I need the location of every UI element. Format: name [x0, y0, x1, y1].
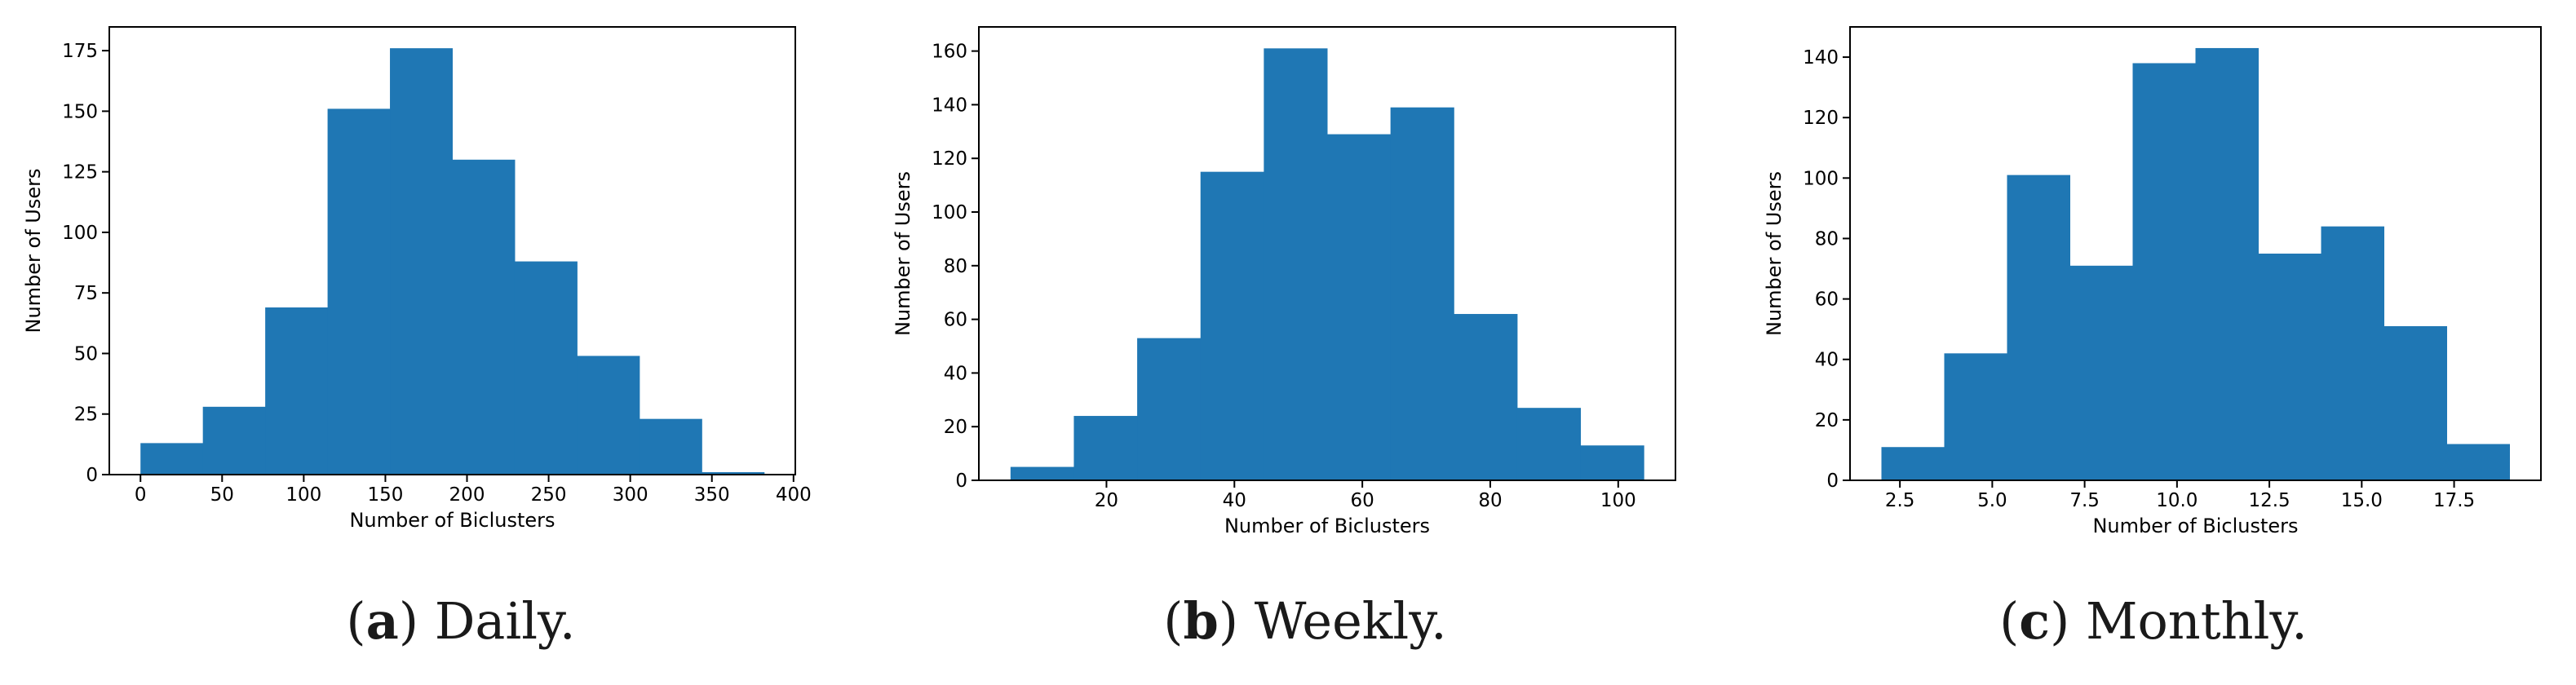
histogram-bar [1327, 134, 1392, 480]
histogram-bar [1010, 466, 1074, 480]
y-tick-label: 140 [932, 95, 967, 116]
x-tick-label: 80 [1478, 490, 1502, 511]
histogram-bar [577, 356, 640, 475]
histogram-bar [1390, 107, 1454, 480]
x-tick-label: 15.0 [2341, 490, 2383, 511]
x-axis-label: Number of Biclusters [2092, 515, 2298, 537]
x-tick-label: 17.5 [2433, 490, 2475, 511]
plot-frame [108, 26, 796, 475]
histogram-bar [1137, 338, 1202, 480]
y-tick-label: 100 [932, 202, 967, 223]
y-tick-label: 120 [932, 148, 967, 170]
y-axis-label: Number of Users [892, 171, 914, 336]
histogram-bar [1264, 48, 1328, 481]
x-tick-label: 100 [1600, 490, 1636, 511]
y-tick-label: 40 [944, 363, 967, 384]
x-tick-label: 20 [1095, 490, 1118, 511]
histogram-panel-1: 0 50 100 150 200 250 300 350 400 0 25 50 75 100 125 150… [22, 26, 812, 532]
y-tick-label: 175 [62, 41, 98, 62]
x-tick-label: 350 [694, 484, 730, 506]
x-tick-label: 40 [1223, 490, 1246, 511]
histogram-bar [1454, 314, 1518, 480]
caption-c: (c) Monthly. [1999, 591, 2308, 651]
histogram-bar [639, 418, 702, 475]
histogram-bar [1200, 171, 1264, 480]
histogram-bar [140, 443, 204, 475]
histogram-bar [2007, 175, 2070, 481]
x-tick-label: 150 [367, 484, 403, 506]
x-tick-label: 10.0 [2156, 490, 2198, 511]
y-tick-label: 60 [944, 310, 967, 331]
y-tick-label: 100 [1803, 168, 1839, 189]
histogram-bar [1944, 353, 2007, 480]
histogram-bar [452, 159, 516, 475]
x-tick-label: 100 [285, 484, 321, 506]
x-tick-label: 7.5 [2069, 490, 2100, 511]
histogram-bar [702, 472, 765, 475]
plot-frame [1849, 26, 2542, 481]
histogram-bar [2069, 265, 2133, 480]
y-tick-label: 0 [1826, 471, 1839, 492]
y-axis-label: Number of Users [1763, 171, 1786, 336]
histogram-bar [2132, 63, 2196, 480]
histogram-bar [327, 108, 391, 475]
histogram-bar [2195, 47, 2259, 481]
y-tick-label: 100 [62, 223, 98, 244]
y-tick-label: 25 [74, 404, 98, 426]
y-tick-label: 140 [1803, 47, 1839, 68]
histogram-bar [2383, 325, 2447, 480]
x-tick-label: 250 [531, 484, 567, 506]
histogram-bar [1881, 447, 1945, 480]
histogram-bar [1073, 416, 1138, 480]
x-tick-label: 200 [449, 484, 485, 506]
y-tick-label: 20 [944, 417, 967, 438]
x-tick-label: 300 [613, 484, 648, 506]
histogram-panel-2: 20 40 60 80 100 0 20 40 60 80 100 120 140 160 Number o… [892, 26, 1676, 537]
x-tick-label: 60 [1350, 490, 1374, 511]
x-tick-label: 0 [135, 484, 147, 506]
y-tick-label: 160 [932, 42, 967, 63]
histogram-bar [514, 261, 578, 475]
y-tick-label: 125 [62, 162, 98, 183]
histogram-bar [202, 406, 266, 475]
y-tick-label: 80 [944, 256, 967, 277]
x-tick-label: 12.5 [2248, 490, 2290, 511]
y-tick-label: 120 [1803, 108, 1839, 129]
y-tick-label: 0 [86, 465, 98, 486]
histogram-bar [1580, 445, 1644, 480]
caption-b: (b) Weekly. [1163, 591, 1447, 651]
caption-a: (a) Daily. [346, 591, 576, 651]
y-tick-label: 80 [1815, 228, 1839, 250]
y-tick-label: 40 [1815, 350, 1839, 371]
x-tick-label: 5.0 [1977, 490, 2007, 511]
y-tick-label: 150 [62, 101, 98, 122]
histogram-bar [2446, 444, 2510, 480]
x-tick-label: 2.5 [1885, 490, 1915, 511]
y-tick-label: 0 [955, 471, 967, 492]
y-tick-label: 20 [1815, 410, 1839, 431]
x-axis-label: Number of Biclusters [349, 509, 555, 532]
histogram-bar [390, 48, 453, 475]
x-axis-label: Number of Biclusters [1224, 515, 1430, 537]
histogram-bar [2258, 254, 2321, 480]
y-tick-label: 60 [1815, 289, 1839, 311]
y-axis-label: Number of Users [22, 168, 45, 333]
histogram-bar [265, 307, 329, 475]
plot-frame [978, 26, 1676, 481]
histogram-panel-3: 2.5 5.0 7.5 10.0 12.5 15.0 17.5 0 20 40 60 80 100 120… [1763, 26, 2542, 537]
histogram-bar [2321, 226, 2384, 480]
histogram-bar [1516, 408, 1582, 480]
y-tick-label: 75 [74, 283, 98, 304]
y-tick-label: 50 [74, 343, 98, 365]
x-tick-label: 400 [776, 484, 812, 506]
x-tick-label: 50 [210, 484, 234, 506]
